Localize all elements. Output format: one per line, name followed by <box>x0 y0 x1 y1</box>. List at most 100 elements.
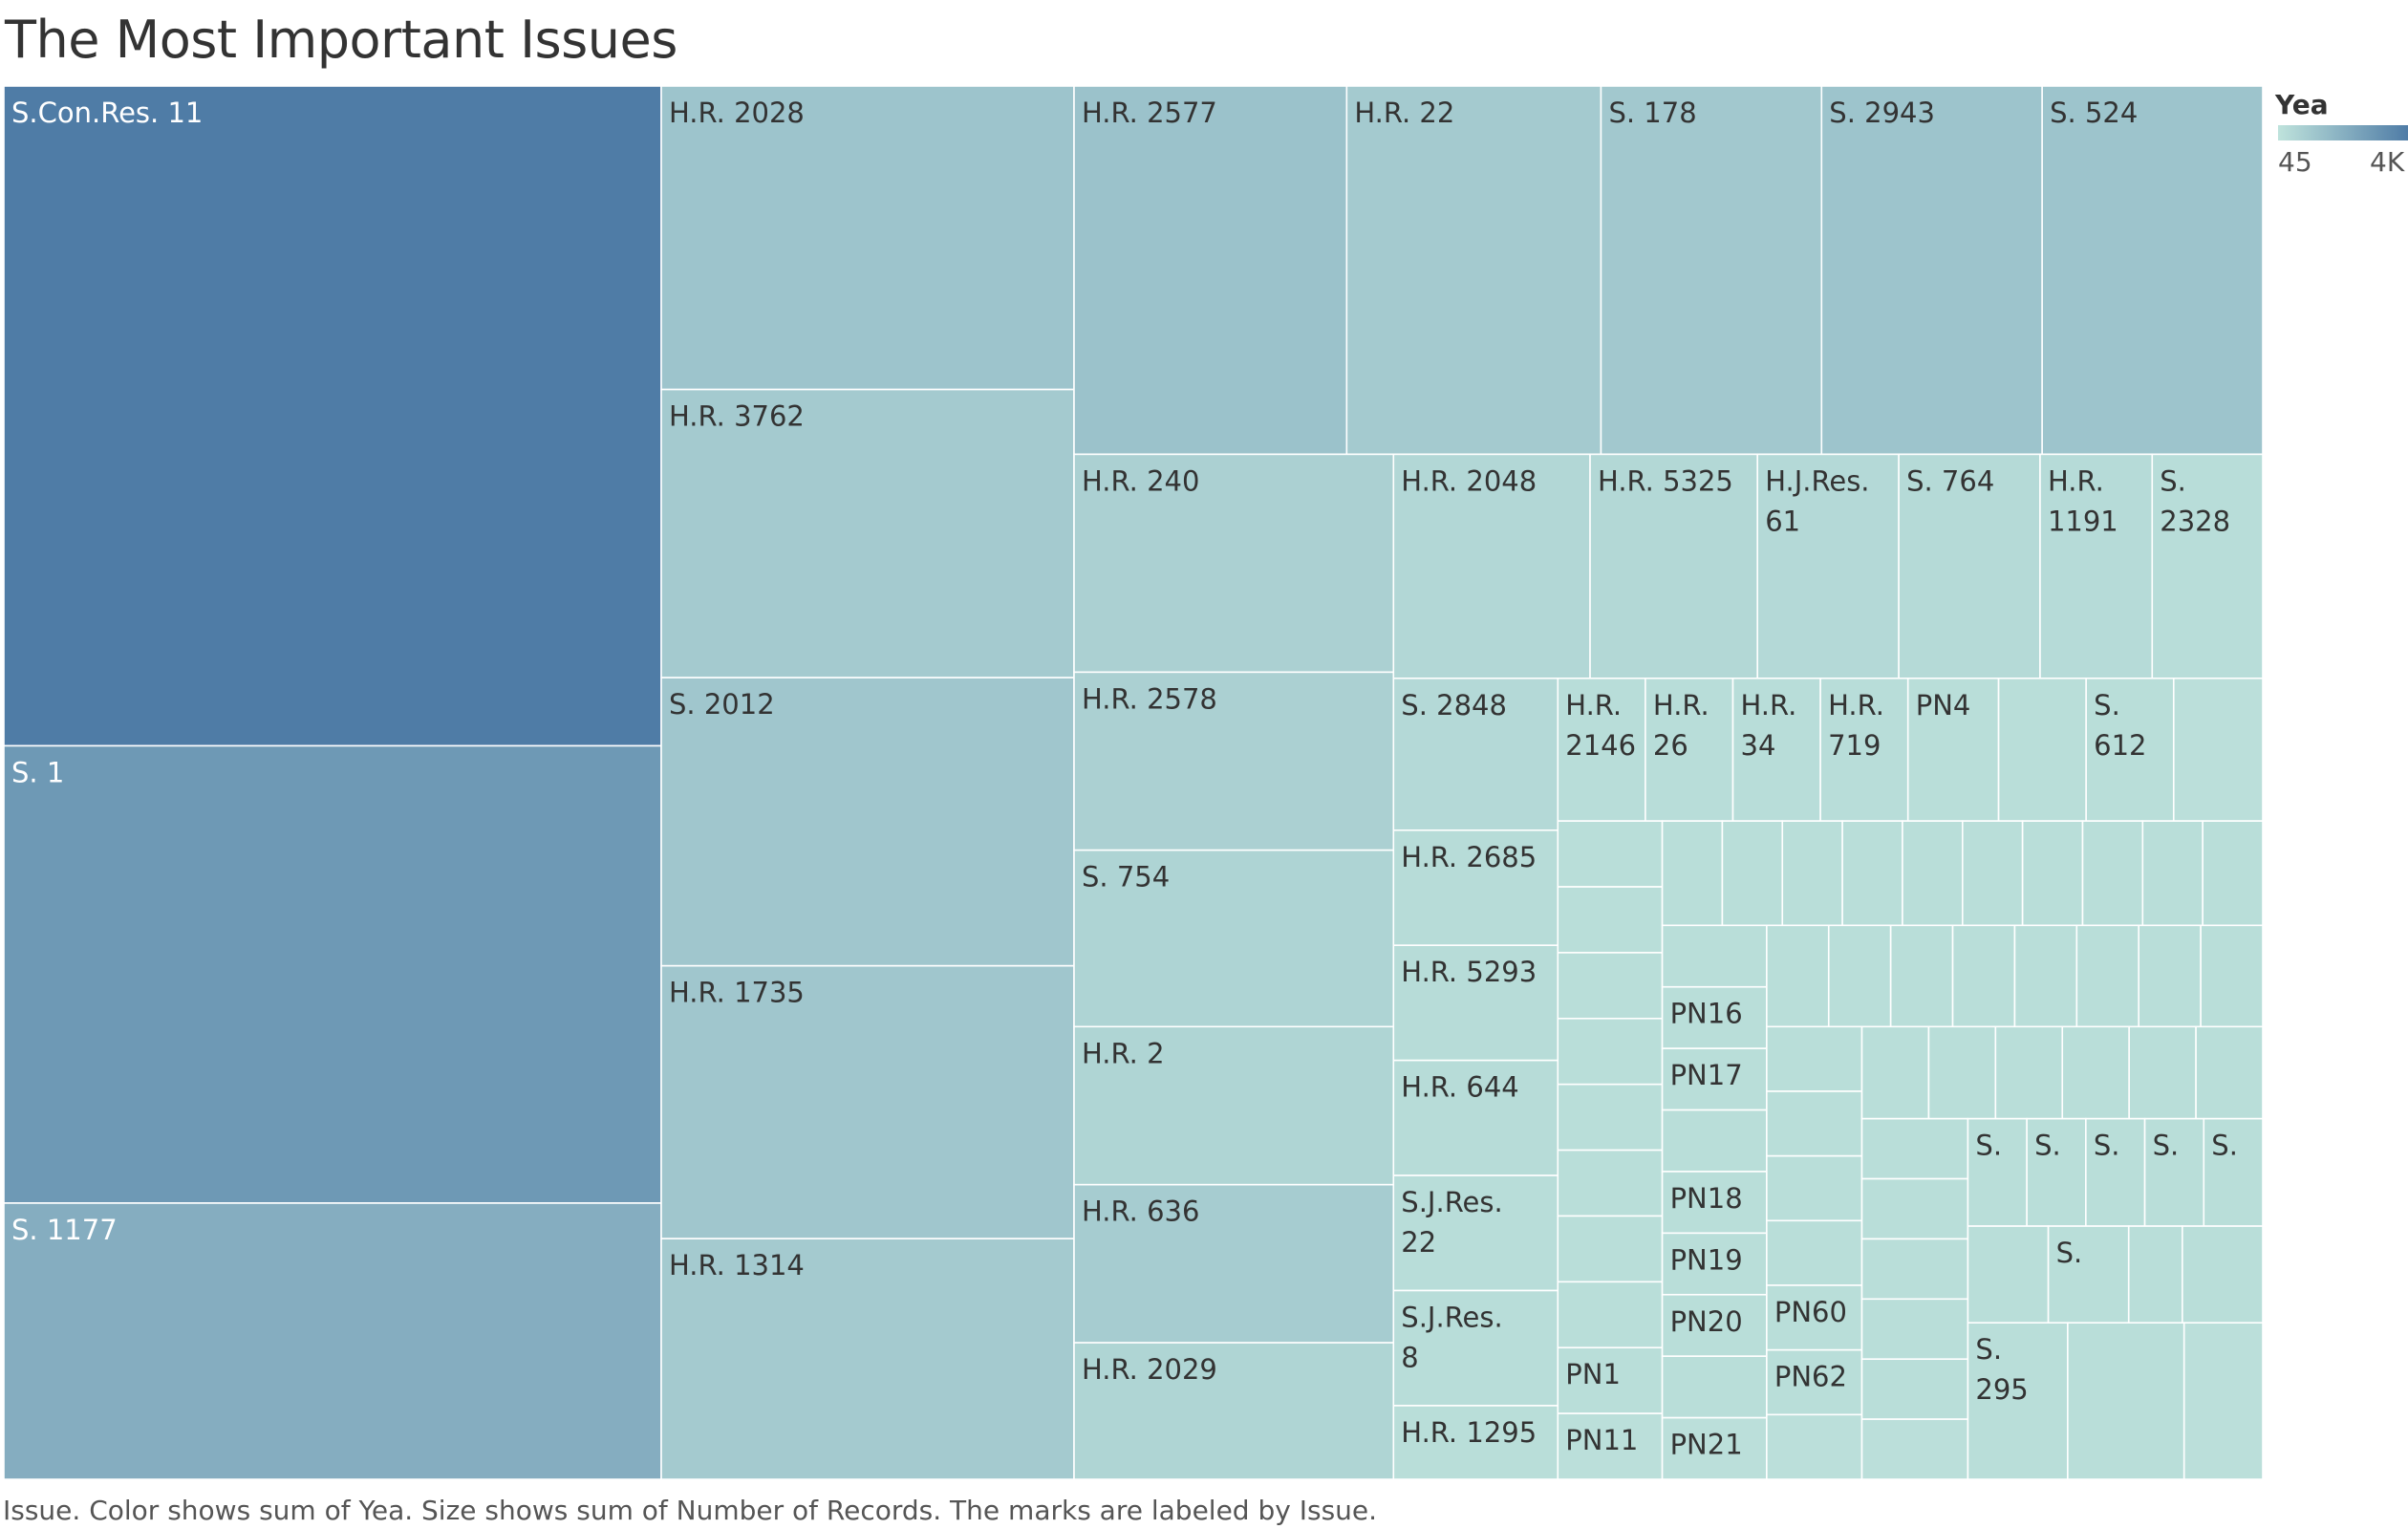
treemap-cell-h-r-26[interactable]: H.R. 26 <box>1645 678 1734 822</box>
treemap-cell-s-295[interactable]: S. 295 <box>1967 1322 2069 1480</box>
treemap-cell-unlabeled[interactable] <box>1766 1025 1863 1092</box>
treemap-cell-rect[interactable] <box>1557 678 1646 822</box>
treemap-cell-unlabeled[interactable] <box>1860 1025 1930 1120</box>
treemap-cell-pn4[interactable]: PN4 <box>1906 678 2000 822</box>
treemap-cell-rect[interactable] <box>660 85 1075 391</box>
treemap-cell-h-r-240[interactable]: H.R. 240 <box>1073 453 1395 674</box>
treemap-cell-unlabeled[interactable] <box>1557 886 1664 954</box>
treemap-cell-s[interactable]: S. <box>2203 1117 2264 1227</box>
treemap-cell-unlabeled[interactable] <box>1557 952 1664 1020</box>
treemap-cell-unlabeled[interactable] <box>1661 1355 1768 1419</box>
treemap-cell-rect[interactable] <box>2143 1117 2205 1227</box>
treemap-cell-h-r-2048[interactable]: H.R. 2048 <box>1392 453 1591 679</box>
treemap-cell-pn17[interactable]: PN17 <box>1661 1047 1768 1111</box>
treemap-cell-rect[interactable] <box>1994 1025 2064 1120</box>
treemap-cell-h-r-5325[interactable]: H.R. 5325 <box>1589 453 1759 679</box>
treemap-cell-rect[interactable] <box>1961 820 2024 927</box>
treemap-cell-rect[interactable] <box>1766 1348 1863 1416</box>
treemap-cell-rect[interactable] <box>1860 1358 1969 1420</box>
treemap-cell-rect[interactable] <box>2141 820 2204 927</box>
treemap-cell-rect[interactable] <box>1345 85 1602 456</box>
treemap-cell-rect[interactable] <box>1860 1025 1930 1120</box>
treemap-cell-h-r-1191[interactable]: H.R. 1191 <box>2039 453 2154 679</box>
treemap-cell-rect[interactable] <box>1600 85 1823 456</box>
treemap-cell-s-754[interactable]: S. 754 <box>1073 849 1395 1028</box>
treemap-cell-rect[interactable] <box>2047 1225 2130 1324</box>
treemap-cell-rect[interactable] <box>2138 924 2202 1028</box>
treemap-cell-rect[interactable] <box>1902 820 1964 927</box>
treemap-cell-rect[interactable] <box>1898 453 2041 679</box>
treemap-cell-h-r-719[interactable]: H.R. 719 <box>1819 678 1909 822</box>
treemap-cell-rect[interactable] <box>1073 85 1348 456</box>
treemap-cell-unlabeled[interactable] <box>1841 820 1903 927</box>
treemap-cell-rect[interactable] <box>1557 886 1664 954</box>
treemap-cell-rect[interactable] <box>1766 1025 1863 1092</box>
treemap-cell-h-r-2[interactable]: H.R. 2 <box>1073 1025 1395 1186</box>
treemap-cell-rect[interactable] <box>2039 453 2154 679</box>
treemap-cell-rect[interactable] <box>2061 1025 2130 1120</box>
treemap-cell-s-1177[interactable]: S. 1177 <box>3 1202 662 1480</box>
treemap-cell-pn19[interactable]: PN19 <box>1661 1232 1768 1296</box>
treemap-cell-rect[interactable] <box>2085 1117 2146 1227</box>
treemap-cell-rect[interactable] <box>1756 453 1900 679</box>
treemap-cell-unlabeled[interactable] <box>1860 1358 1969 1420</box>
treemap-cell-rect[interactable] <box>1997 678 2087 822</box>
treemap-cell-s[interactable]: S. <box>2047 1225 2130 1324</box>
treemap-cell-s-j-res-22[interactable]: S.J.Res. 22 <box>1392 1174 1559 1292</box>
treemap-cell-unlabeled[interactable] <box>1661 924 1768 988</box>
treemap-cell-unlabeled[interactable] <box>1994 1025 2064 1120</box>
treemap-cell-unlabeled[interactable] <box>2021 820 2084 927</box>
treemap-cell-pn11[interactable]: PN11 <box>1557 1412 1664 1480</box>
treemap-cell-unlabeled[interactable] <box>1766 1219 1863 1286</box>
treemap-cell-h-r-2028[interactable]: H.R. 2028 <box>660 85 1075 391</box>
treemap-cell-unlabeled[interactable] <box>1557 1083 1664 1152</box>
treemap-cell-unlabeled[interactable] <box>1860 1177 1969 1240</box>
treemap-cell-s[interactable]: S. <box>2085 1117 2146 1227</box>
treemap-cell-rect[interactable] <box>2075 924 2140 1028</box>
treemap-cell-h-r-2577[interactable]: H.R. 2577 <box>1073 85 1348 456</box>
treemap-cell-unlabeled[interactable] <box>2202 820 2264 927</box>
treemap-cell-unlabeled[interactable] <box>2182 1225 2264 1324</box>
treemap-cell-rect[interactable] <box>2195 1025 2264 1120</box>
treemap-cell-rect[interactable] <box>1073 453 1395 674</box>
treemap-cell-rect[interactable] <box>1820 85 2043 456</box>
treemap-cell-rect[interactable] <box>1860 1238 1969 1301</box>
treemap-cell-rect[interactable] <box>2182 1225 2264 1324</box>
treemap-cell-rect[interactable] <box>2067 1322 2185 1480</box>
treemap-cell-h-r-2685[interactable]: H.R. 2685 <box>1392 829 1559 947</box>
treemap-cell-rect[interactable] <box>2202 820 2264 927</box>
treemap-cell-unlabeled[interactable] <box>1781 820 1843 927</box>
treemap-cell-rect[interactable] <box>2013 924 2078 1028</box>
treemap-cell-rect[interactable] <box>1967 1225 2050 1324</box>
treemap-cell-h-r-2029[interactable]: H.R. 2029 <box>1073 1342 1395 1480</box>
treemap-cell-rect[interactable] <box>1967 1322 2069 1480</box>
treemap-cell-rect[interactable] <box>1392 453 1591 679</box>
treemap-cell-rect[interactable] <box>2128 1025 2197 1120</box>
treemap-cell-rect[interactable] <box>2021 820 2084 927</box>
treemap-cell-rect[interactable] <box>1661 1109 1768 1173</box>
treemap-cell-rect[interactable] <box>1392 1289 1559 1407</box>
treemap-cell-s-con-res-11[interactable]: S.Con.Res. 11 <box>3 85 662 747</box>
treemap-cell-rect[interactable] <box>1557 820 1664 888</box>
treemap-cell-pn1[interactable]: PN1 <box>1557 1346 1664 1414</box>
treemap-cell-unlabeled[interactable] <box>2200 924 2264 1028</box>
treemap-cell-rect[interactable] <box>660 677 1075 967</box>
treemap-cell-rect[interactable] <box>1392 829 1559 947</box>
treemap-cell-unlabeled[interactable] <box>2081 820 2144 927</box>
treemap-cell-unlabeled[interactable] <box>1766 1413 1863 1480</box>
treemap-cell-rect[interactable] <box>1661 820 1724 927</box>
treemap-cell-rect[interactable] <box>2041 85 2264 456</box>
treemap-cell-unlabeled[interactable] <box>2075 924 2140 1028</box>
treemap-cell-unlabeled[interactable] <box>1827 924 1892 1028</box>
treemap-cell-pn16[interactable]: PN16 <box>1661 985 1768 1049</box>
treemap-cell-rect[interactable] <box>1661 924 1768 988</box>
treemap-cell-h-j-res-61[interactable]: H.J.Res. 61 <box>1756 453 1900 679</box>
treemap-cell-unlabeled[interactable] <box>1766 1090 1863 1157</box>
treemap-cell-unlabeled[interactable] <box>1721 820 1784 927</box>
treemap-cell-unlabeled[interactable] <box>2128 1025 2197 1120</box>
treemap-cell-rect[interactable] <box>1073 1342 1395 1480</box>
treemap-cell-h-r-1735[interactable]: H.R. 1735 <box>660 964 1075 1239</box>
treemap-cell-unlabeled[interactable] <box>1557 820 1664 888</box>
treemap-cell-rect[interactable] <box>2182 1322 2264 1480</box>
treemap-cell-unlabeled[interactable] <box>2061 1025 2130 1120</box>
